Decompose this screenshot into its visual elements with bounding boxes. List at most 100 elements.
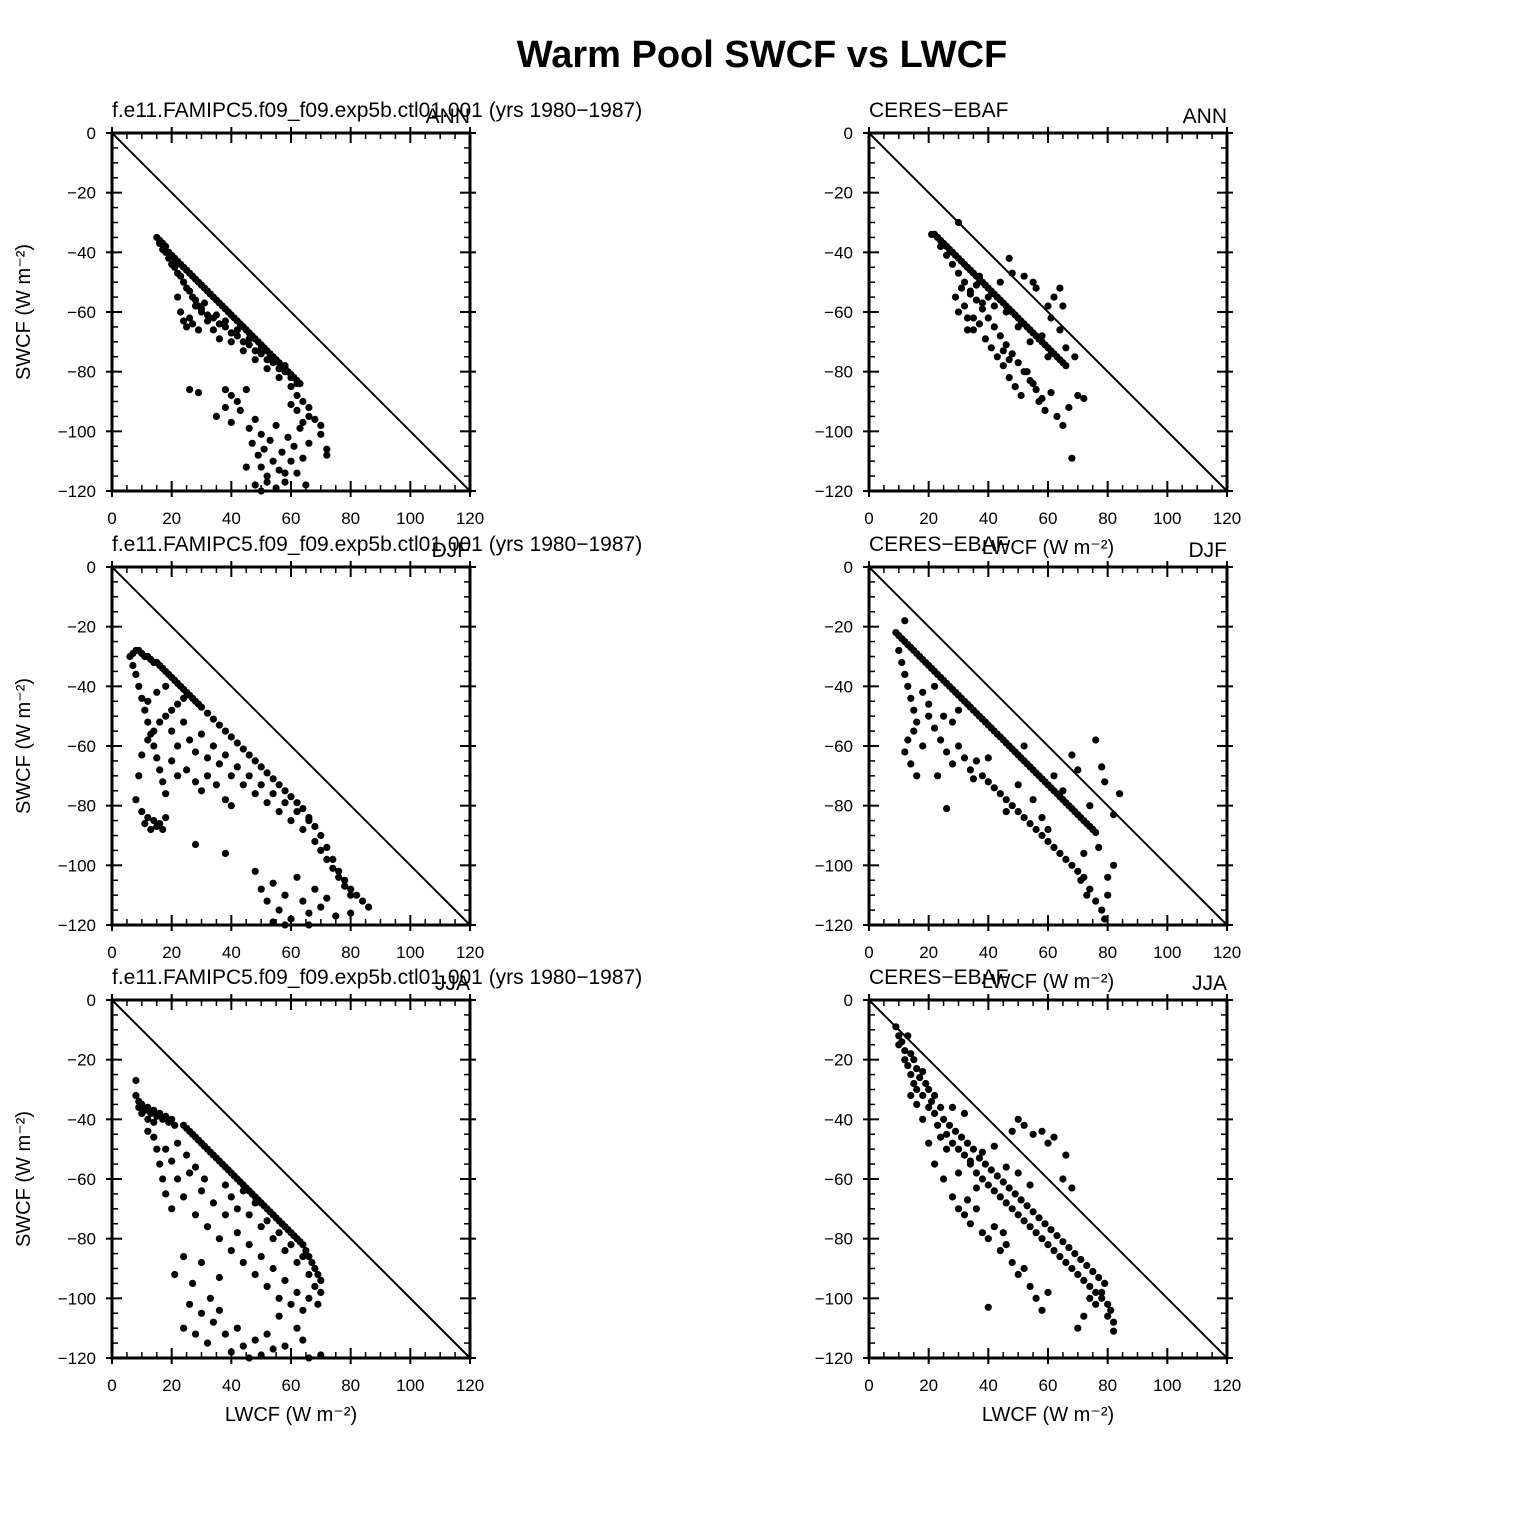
scatter-point [1014, 1115, 1022, 1123]
scatter-point [153, 1145, 161, 1153]
scatter-point [194, 326, 203, 334]
reference-line [868, 132, 1228, 492]
scatter-point [299, 1306, 307, 1314]
panel-season-label: JJA [435, 972, 470, 995]
scatter-point [969, 775, 978, 783]
scatter-point [293, 1258, 301, 1267]
scatter-point [1029, 796, 1037, 804]
x-tick-label: 0 [107, 509, 116, 528]
scatter-point [931, 1091, 939, 1100]
scatter-point [299, 1241, 307, 1249]
scatter-point [245, 424, 253, 432]
scatter-point [191, 778, 200, 786]
y-tick-label: −60 [824, 737, 853, 756]
scatter-point [1068, 454, 1076, 462]
scatter-point [317, 1276, 325, 1284]
x-tick-label: 80 [1098, 1376, 1117, 1395]
scatter-point [233, 397, 241, 406]
scatter-point [972, 296, 981, 304]
scatter-point [1008, 350, 1016, 358]
scatter-point [314, 1270, 322, 1279]
scatter-points [892, 1023, 1118, 1335]
scatter-point [1044, 837, 1052, 846]
scatter-point [209, 742, 217, 750]
scatter-point [212, 412, 220, 420]
scatter-point [1026, 1223, 1034, 1231]
scatter-point [1038, 332, 1046, 340]
y-axis-label: SWCF (W m⁻²) [13, 678, 35, 814]
x-tick-label: 60 [1039, 1376, 1058, 1395]
scatter-point [162, 1112, 170, 1120]
scatter-point [138, 751, 146, 759]
scatter-point [904, 1062, 912, 1070]
scatter-point [275, 808, 283, 816]
scatter-point [299, 418, 307, 426]
scatter-point [251, 347, 259, 355]
scatter-point [969, 326, 978, 334]
scatter-point [904, 1032, 912, 1040]
scatter-point [999, 1178, 1007, 1186]
scatter-point [960, 754, 969, 762]
scatter-point [999, 362, 1007, 370]
scatter-point [317, 831, 325, 840]
scatter-point [203, 772, 212, 780]
y-tick-label: −80 [824, 1230, 853, 1249]
scatter-point [948, 1103, 957, 1111]
scatter-point [943, 748, 951, 756]
scatter-point [365, 903, 373, 911]
scatter-point [251, 757, 259, 765]
scatter-point [1047, 389, 1055, 397]
scatter-point [957, 1133, 966, 1141]
scatter-point [1002, 308, 1010, 316]
scatter-point [233, 1229, 241, 1237]
scatter-point [305, 412, 313, 420]
scatter-point [293, 799, 301, 807]
scatter-point [168, 1205, 176, 1213]
scatter-point [1041, 1220, 1049, 1228]
scatter-point [954, 706, 963, 714]
scatter-point [251, 1336, 259, 1344]
scatter-point [954, 269, 963, 277]
x-axis-label: LWCF (W m⁻²) [982, 537, 1114, 559]
scatter-point [925, 1103, 933, 1111]
scatter-point [180, 317, 188, 325]
scatter-point [275, 1294, 283, 1302]
scatter-point [1071, 1250, 1079, 1258]
scatter-point [892, 1023, 900, 1031]
scatter-point [186, 386, 194, 394]
scatter-point [221, 323, 229, 331]
scatter-point [236, 406, 244, 414]
scatter-point [186, 736, 194, 744]
scatter-point [281, 362, 289, 370]
scatter-point [960, 1109, 969, 1117]
scatter-point [203, 754, 212, 762]
scatter-point [257, 885, 265, 893]
scatter-point [257, 763, 265, 771]
scatter-point [1023, 368, 1031, 376]
scatter-point [978, 1175, 987, 1183]
scatter-point [299, 454, 307, 462]
scatter-point [227, 1193, 235, 1201]
scatter-point [1029, 1208, 1037, 1216]
x-axis-label: LWCF (W m⁻²) [982, 1404, 1114, 1426]
scatter-point [1002, 796, 1010, 804]
scatter-point [1032, 386, 1040, 394]
y-tick-label: −60 [824, 1170, 853, 1189]
y-tick-label: −60 [67, 1170, 96, 1189]
scatter-point [1035, 1214, 1043, 1222]
scatter-point [209, 1318, 217, 1326]
scatter-point [951, 293, 960, 301]
reference-line [111, 999, 471, 1359]
scatter-point [975, 320, 984, 328]
x-tick-label: 40 [979, 943, 998, 962]
scatter-point [1104, 1300, 1112, 1308]
scatter-point [251, 867, 259, 875]
y-tick-label: −120 [58, 916, 96, 935]
scatter-point [138, 694, 146, 702]
scatter-point [1038, 1306, 1046, 1314]
scatter-point [1023, 1202, 1031, 1210]
scatter-point [1104, 891, 1112, 899]
scatter-point [960, 1151, 969, 1159]
scatter-point [359, 897, 367, 905]
